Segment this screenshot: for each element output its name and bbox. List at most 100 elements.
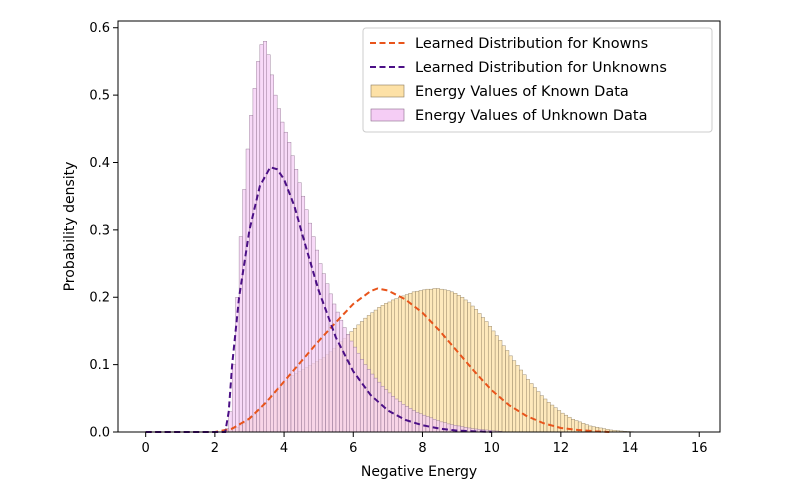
known-hist-bar	[432, 288, 437, 433]
y-tick-label: 0.5	[89, 89, 110, 104]
unknown-density-curve	[145, 166, 492, 433]
y-tick-label: 0.2	[89, 291, 110, 306]
unknown-hist-bar	[411, 410, 416, 433]
known-hist-bar	[505, 350, 510, 433]
unknown-hist-bar	[443, 422, 447, 433]
unknown-hist-bar	[242, 189, 247, 433]
x-tick-label: 12	[553, 441, 570, 456]
unknown-hist-bar	[370, 373, 375, 433]
unknown-hist-bar	[318, 263, 323, 433]
unknown-hist-bar	[363, 364, 368, 433]
x-tick-label: 2	[211, 441, 219, 456]
x-tick-label: 14	[622, 441, 639, 456]
known-hist-bar	[436, 288, 440, 433]
known-hist-bar	[526, 379, 530, 433]
known-hist-bar	[519, 369, 523, 433]
unknown-hist-bar	[422, 414, 427, 433]
known-hist-bar	[501, 345, 506, 433]
known-hist-bar	[456, 295, 461, 433]
known-hist-bar	[522, 374, 527, 433]
unknown-hist-bar	[238, 236, 243, 433]
unknown-hist-bar	[256, 61, 261, 433]
unknown-hist-bar	[321, 273, 326, 433]
unknown-hist-bar	[283, 131, 288, 433]
known-hist-bar	[581, 423, 586, 433]
known-hist-bar	[543, 398, 548, 433]
legend-label-known-curve: Learned Distribution for Knowns	[415, 36, 648, 52]
known-hist-bar	[443, 289, 447, 433]
y-axis-label: Probability density	[62, 162, 78, 292]
known-hist-bar	[425, 288, 430, 433]
known-hist-bar	[481, 317, 485, 433]
known-hist-bar	[467, 302, 472, 433]
unknown-hist-bar	[266, 54, 271, 433]
x-tick-label: 0	[142, 441, 150, 456]
legend-swatch-known-histogram	[370, 84, 405, 98]
known-hist-bar	[470, 305, 475, 433]
x-axis-ticks: 0 2 4 6 8 10 12 14 16	[142, 432, 708, 456]
unknown-hist-bar	[353, 346, 357, 433]
unknown-hist-bar	[342, 327, 347, 433]
x-tick-label: 4	[280, 441, 288, 456]
unknown-hist-bar	[276, 108, 281, 433]
unknown-hist-bar	[429, 417, 434, 433]
known-hist-bar	[591, 426, 596, 433]
x-tick-label: 6	[349, 441, 357, 456]
y-tick-label: 0.6	[89, 21, 110, 36]
unknown-hist-bar	[287, 142, 292, 433]
unknown-hist-bar	[290, 155, 295, 433]
unknown-hist-bar	[439, 421, 444, 433]
legend-label-unknown-curve: Learned Distribution for Unknowns	[415, 60, 667, 76]
x-tick-label: 8	[418, 441, 426, 456]
y-tick-label: 0.3	[89, 223, 110, 238]
known-hist-bar	[515, 365, 520, 433]
known-hist-bar	[429, 288, 434, 433]
unknown-hist-bar	[249, 115, 254, 433]
unknown-hist-bar	[332, 303, 337, 433]
unknown-hist-bar	[231, 364, 236, 433]
unknown-hist-bar	[245, 148, 250, 433]
legend-swatch-unknown-histogram	[370, 108, 405, 122]
y-axis-ticks: 0.0 0.1 0.2 0.3 0.4 0.5 0.6	[89, 21, 118, 441]
y-tick-label: 0.1	[89, 358, 110, 373]
legend: Learned Distribution for Knowns Learned …	[362, 27, 713, 133]
known-hist-bar	[536, 391, 541, 433]
known-hist-bar	[491, 330, 496, 433]
unknown-hist-bar	[259, 44, 264, 433]
known-hist-bar	[463, 299, 468, 433]
known-hist-bar	[446, 290, 451, 433]
known-hist-bar	[546, 402, 551, 433]
unknown-hist-bar	[418, 413, 423, 433]
known-hist-bar	[484, 321, 489, 433]
known-hist-bar	[539, 395, 544, 433]
y-tick-label: 0.4	[89, 156, 110, 171]
known-hist-bar	[460, 297, 465, 433]
known-hist-bar	[529, 383, 534, 433]
known-hist-bar	[415, 290, 420, 433]
unknown-hist-bar	[432, 418, 437, 433]
known-hist-bar	[532, 387, 537, 433]
legend-label-known-histogram: Energy Values of Known Data	[415, 84, 629, 100]
unknown-hist-bar	[384, 389, 389, 433]
unknown-hist-bar	[349, 340, 354, 433]
unknown-hist-bar	[377, 381, 382, 433]
unknown-hist-bar	[436, 420, 440, 433]
unknown-hist-bar	[263, 41, 267, 433]
known-hist-bar	[439, 288, 444, 433]
known-hist-bar	[508, 355, 513, 433]
x-tick-label: 16	[691, 441, 708, 456]
legend-label-unknown-histogram: Energy Values of Unknown Data	[415, 108, 647, 124]
unknown-hist-bar	[304, 209, 309, 433]
unknown-hist-bar	[325, 283, 330, 433]
y-tick-label: 0.0	[89, 426, 110, 441]
known-hist-bar	[477, 313, 482, 433]
unknown-hist-bar	[456, 425, 461, 433]
unknown-hist-bar	[339, 319, 344, 433]
known-hist-bar	[550, 404, 555, 433]
x-axis-label: Negative Energy	[361, 464, 477, 480]
known-hist-bar	[453, 293, 458, 433]
known-hist-bar	[498, 340, 503, 433]
unknown-hist-bar	[301, 195, 306, 433]
unknown-hist-bar	[359, 359, 364, 433]
